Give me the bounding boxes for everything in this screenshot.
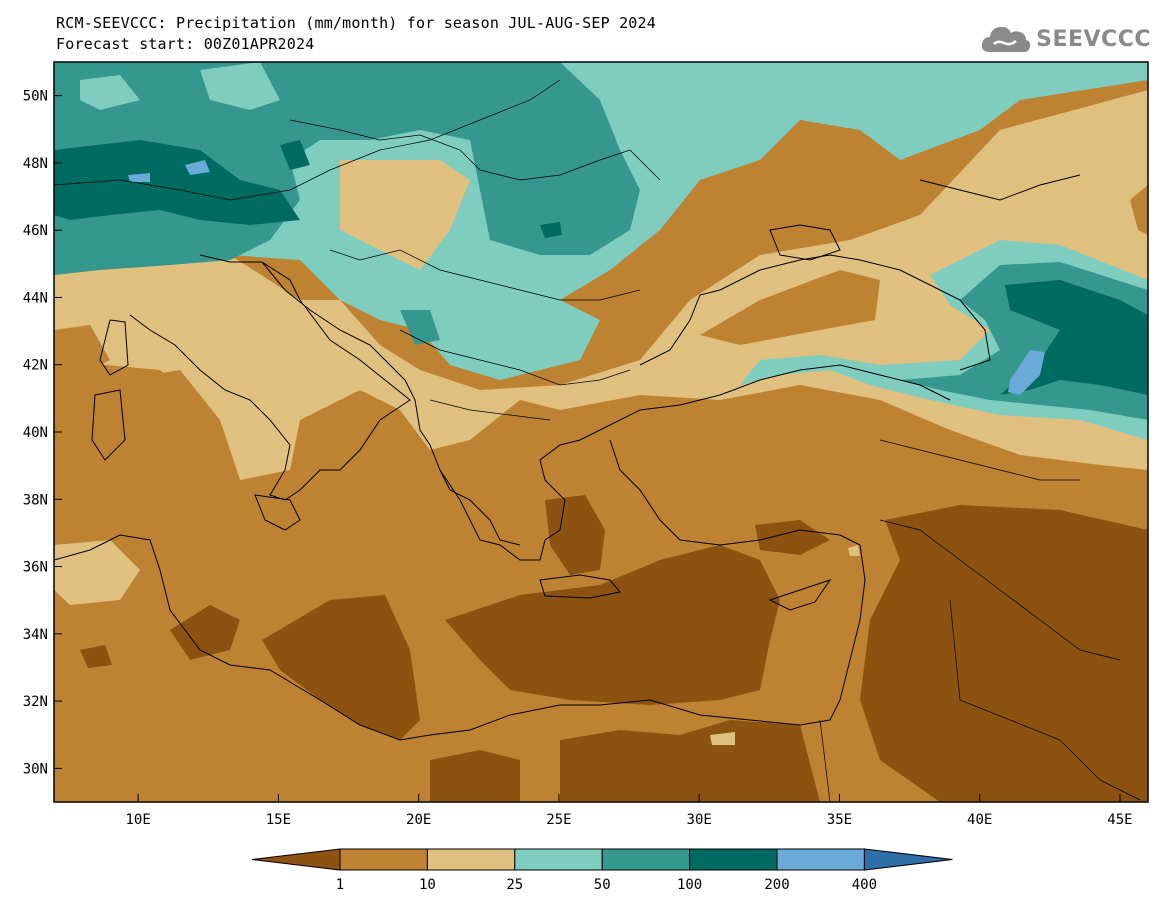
lon-tick-label: 10E (126, 812, 151, 828)
lat-tick-label: 42N (23, 358, 48, 374)
lat-tick-label: 32N (23, 694, 48, 710)
colorbar-label: 50 (594, 877, 611, 893)
lon-tick-label: 15E (266, 812, 291, 828)
colorbar-label: 25 (506, 877, 523, 893)
lat-tick-label: 36N (23, 560, 48, 576)
coastlines (54, 174, 1081, 741)
chart-title: RCM-SEEVCCC: Precipitation (mm/month) fo… (56, 14, 656, 32)
country-borders (54, 79, 1141, 802)
lat-tick-label: 50N (23, 89, 48, 105)
colorbar-segment (863, 848, 953, 871)
lon-tick-label: 25E (546, 812, 571, 828)
logo-text: SEEVCCC (1036, 26, 1151, 52)
colorbar-segment (776, 848, 865, 871)
colorbar-label: 1 (336, 877, 344, 893)
lat-tick-label: 30N (23, 761, 48, 777)
lon-tick-label: 40E (967, 812, 992, 828)
colorbar-label: 400 (852, 877, 877, 893)
lon-axis: 10E 15E 20E 25E 30E 35E 40E 45E (126, 794, 1133, 828)
colorbar-label: 200 (764, 877, 789, 893)
lat-tick-label: 38N (23, 492, 48, 508)
lat-tick-label: 44N (23, 290, 48, 306)
seevccc-logo: SEEVCCC (980, 22, 1151, 56)
forecast-start-label: Forecast start: 00Z01APR2024 (56, 35, 315, 53)
lat-tick-label: 46N (23, 223, 48, 239)
colorbar-segment (339, 848, 428, 871)
colorbar-segment (251, 848, 341, 871)
colorbar-segment (514, 848, 603, 871)
colorbar-label: 100 (677, 877, 702, 893)
colorbar: 1 10 25 50 100 200 400 (251, 848, 953, 893)
lat-tick-label: 48N (23, 156, 48, 172)
lat-tick-label: 40N (23, 425, 48, 441)
precipitation-field (54, 62, 1148, 802)
lon-tick-label: 30E (687, 812, 712, 828)
lat-tick-label: 34N (23, 627, 48, 643)
colorbar-label: 10 (419, 877, 436, 893)
lon-tick-label: 20E (406, 812, 431, 828)
colorbar-segment (601, 848, 691, 871)
cloud-icon (982, 26, 1031, 52)
lon-tick-label: 45E (1107, 812, 1132, 828)
colorbar-segment (689, 848, 778, 871)
colorbar-segment (426, 848, 516, 871)
lat-axis: 30N 32N 34N 36N 38N 40N 42N 44N 46N 48N 50N (23, 89, 62, 777)
lon-tick-label: 35E (827, 812, 852, 828)
